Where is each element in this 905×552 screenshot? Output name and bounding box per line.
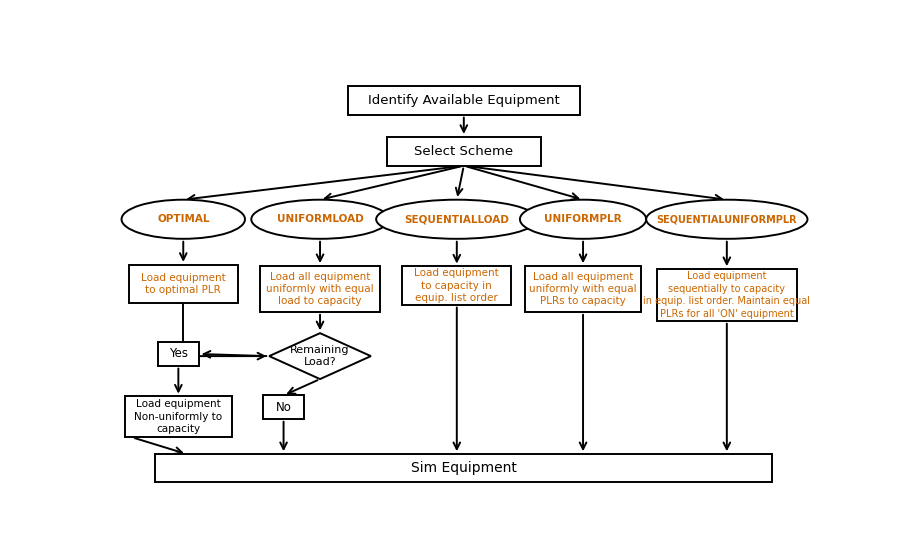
- Bar: [386, 137, 541, 166]
- Text: No: No: [276, 401, 291, 413]
- Text: Sim Equipment: Sim Equipment: [411, 461, 517, 475]
- Text: Identify Available Equipment: Identify Available Equipment: [368, 94, 559, 107]
- Text: Load equipment
Non-uniformly to
capacity: Load equipment Non-uniformly to capacity: [134, 400, 223, 434]
- Text: UNIFORMPLR: UNIFORMPLR: [544, 214, 622, 224]
- Text: Load equipment
sequentially to capacity
in equip. list order. Maintain equal
PLR: Load equipment sequentially to capacity …: [643, 272, 810, 319]
- Text: Load all equipment
uniformly with equal
load to capacity: Load all equipment uniformly with equal …: [266, 272, 374, 306]
- Text: SEQUENTIALUNIFORMPLR: SEQUENTIALUNIFORMPLR: [656, 214, 797, 224]
- Ellipse shape: [376, 200, 538, 239]
- Bar: [403, 267, 511, 305]
- Bar: [348, 86, 579, 115]
- Text: Remaining
Load?: Remaining Load?: [291, 346, 349, 367]
- Bar: [129, 265, 238, 303]
- Bar: [158, 342, 199, 365]
- Text: Load equipment
to capacity in
equip. list order: Load equipment to capacity in equip. lis…: [414, 268, 500, 303]
- Text: Load all equipment
uniformly with equal
PLRs to capacity: Load all equipment uniformly with equal …: [529, 272, 637, 306]
- Ellipse shape: [646, 200, 807, 239]
- Polygon shape: [269, 333, 371, 379]
- Ellipse shape: [520, 200, 646, 239]
- Ellipse shape: [252, 200, 389, 239]
- Text: SEQUENTIALLOAD: SEQUENTIALLOAD: [405, 214, 510, 224]
- Text: OPTIMAL: OPTIMAL: [157, 214, 210, 224]
- Bar: [156, 454, 772, 482]
- Bar: [261, 266, 380, 312]
- Bar: [657, 269, 797, 321]
- Bar: [125, 396, 232, 437]
- Text: Yes: Yes: [169, 348, 188, 360]
- Bar: [263, 395, 304, 419]
- Text: UNIFORMLOAD: UNIFORMLOAD: [277, 214, 364, 224]
- Text: Select Scheme: Select Scheme: [414, 145, 513, 158]
- Text: Load equipment
to optimal PLR: Load equipment to optimal PLR: [141, 273, 225, 295]
- Ellipse shape: [121, 200, 245, 239]
- Bar: [525, 266, 641, 312]
